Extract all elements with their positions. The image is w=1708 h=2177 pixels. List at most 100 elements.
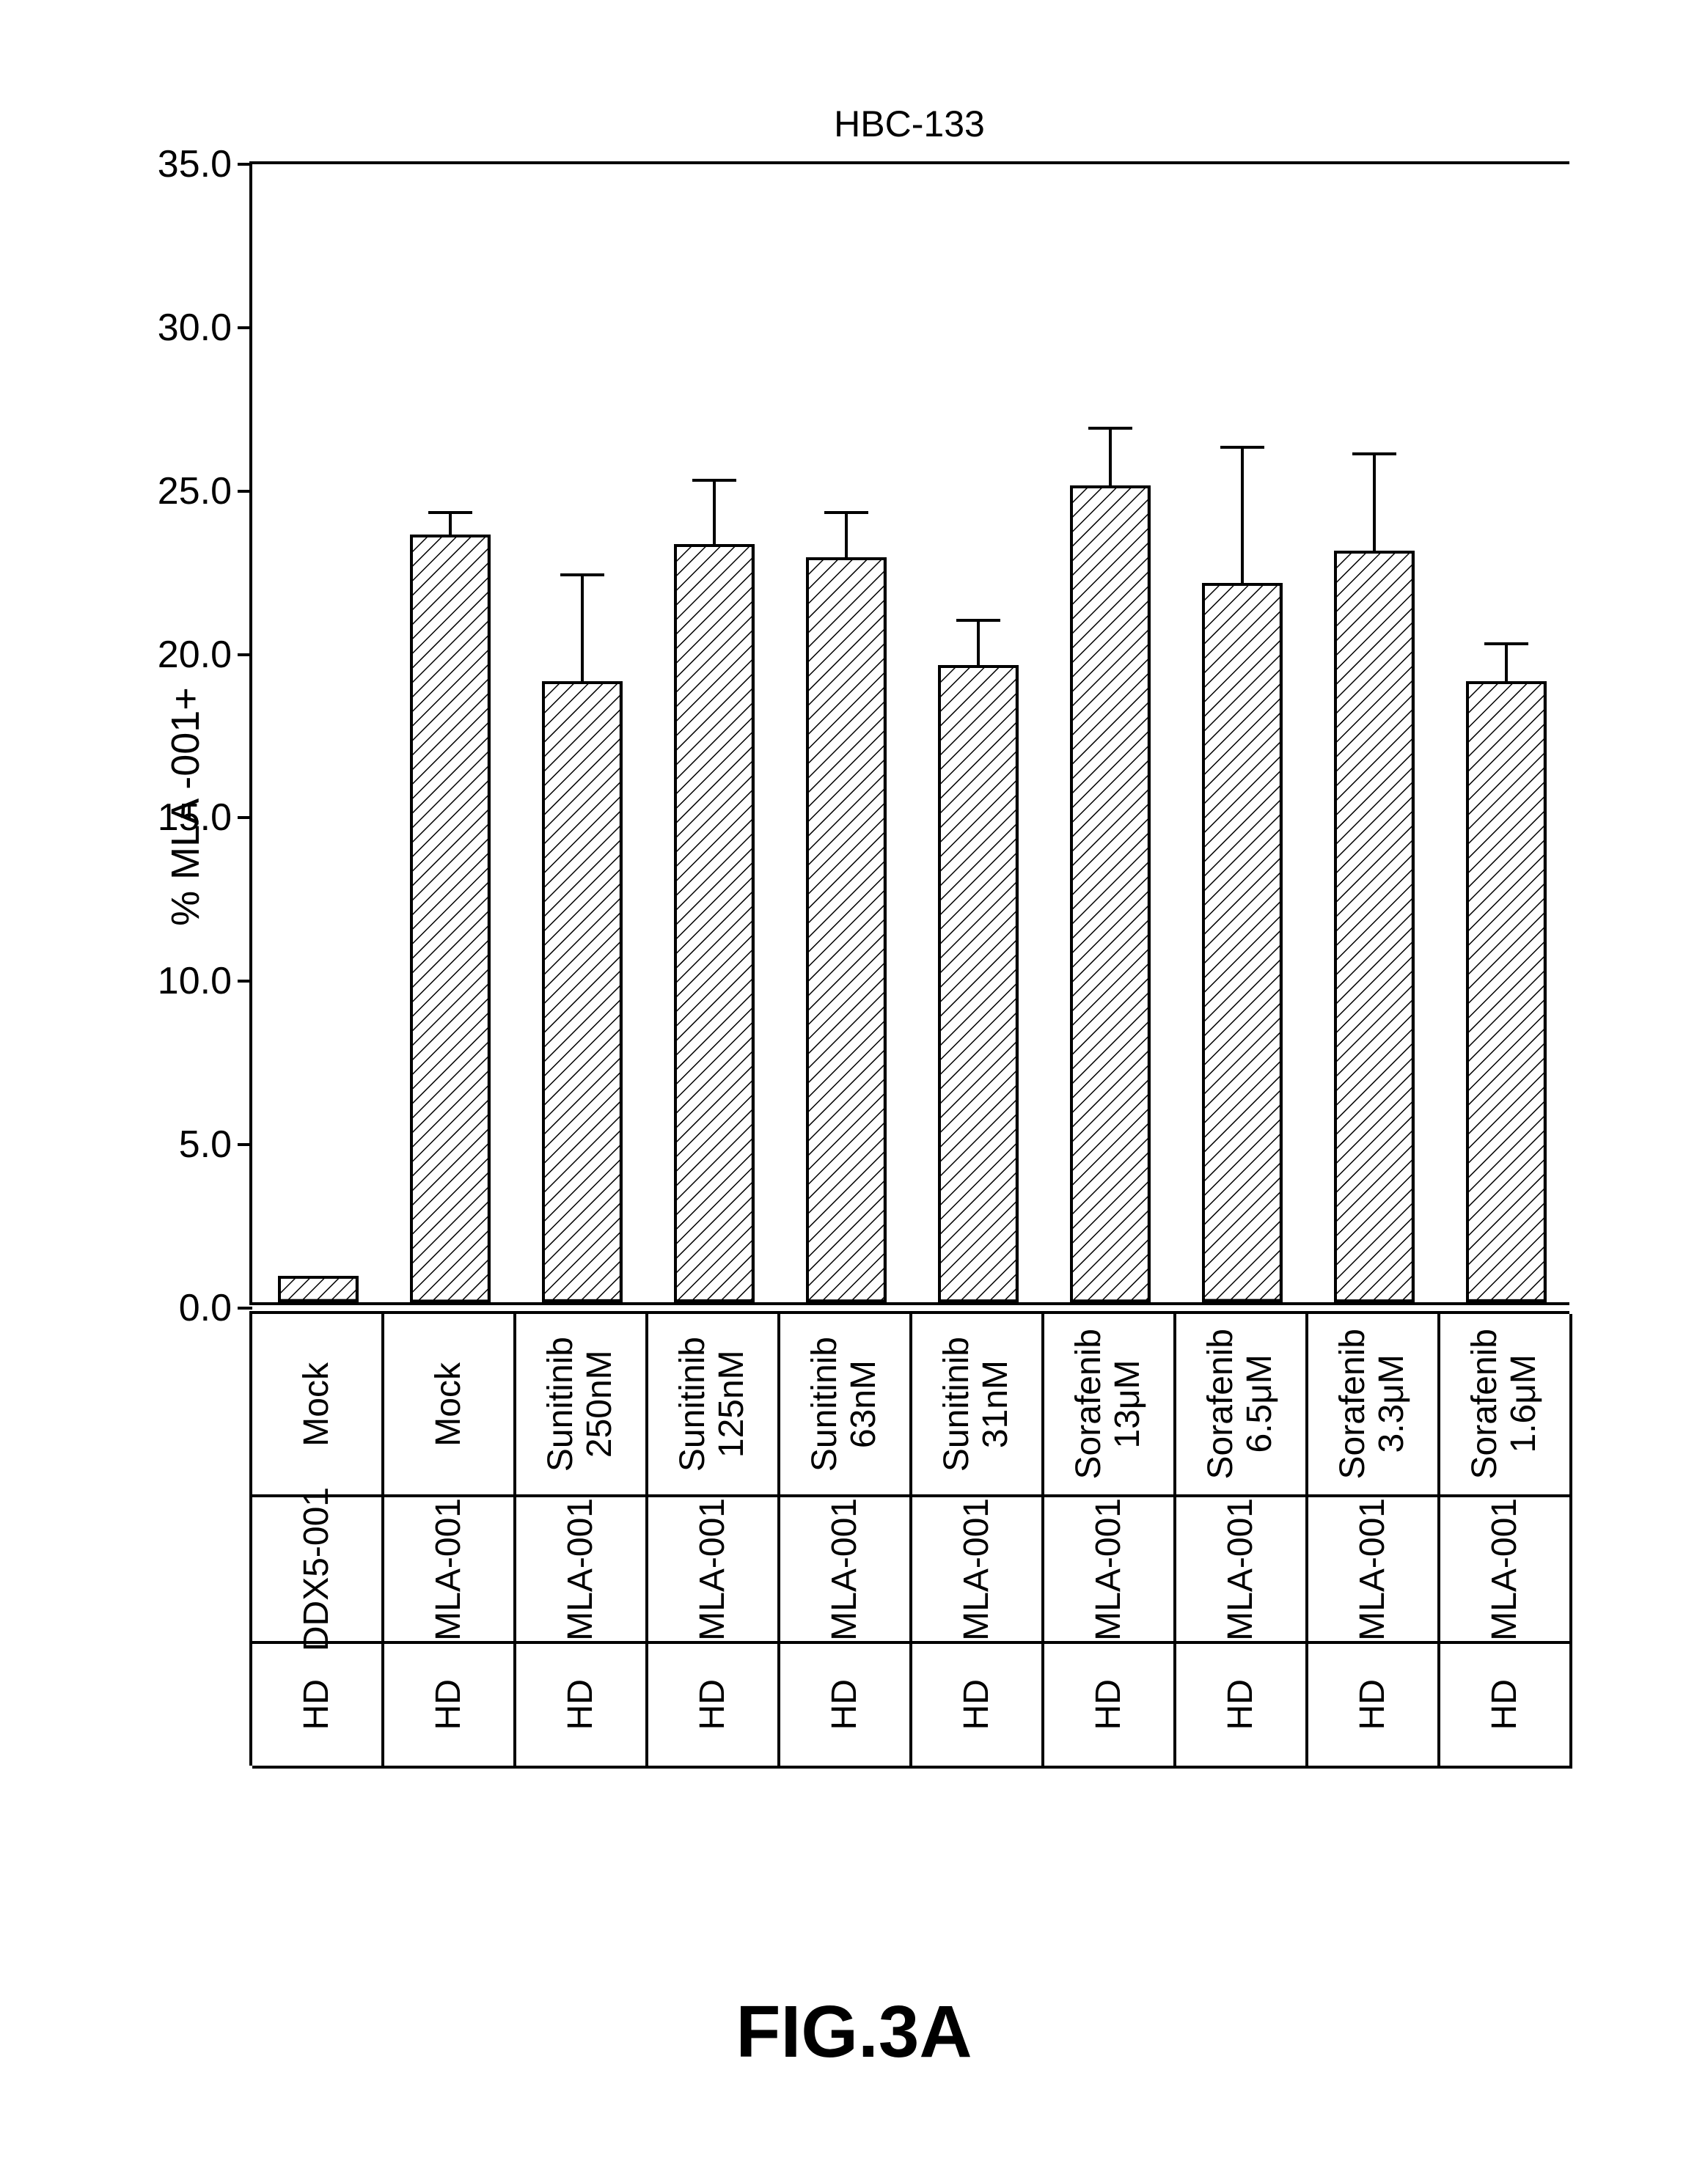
y-tick-label: 5.0 [179, 1123, 232, 1167]
y-tick-label: 10.0 [158, 959, 232, 1003]
x-cell-label: MLA-001 [430, 1498, 469, 1641]
x-cell-label: Mock [430, 1362, 469, 1447]
y-tick [238, 163, 252, 166]
x-cell: Sorafenib 13μM [1044, 1314, 1173, 1497]
x-column: Sorafenib 6.5μM MLA-001 HD [1176, 1314, 1308, 1769]
chart-region: % MLA -001+ HBC-133 0.05.010.015.020.025… [103, 117, 1606, 1496]
x-cell-label: MLA-001 [958, 1498, 997, 1641]
x-cell: MLA-001 [1176, 1497, 1305, 1644]
x-column: MockDDX5-001 HD [252, 1314, 384, 1769]
x-label-boxes: MockDDX5-001HDMockMLA-001HDSunitinib 250… [249, 1311, 1569, 1766]
x-cell-label: Sunitinib 31nM [938, 1337, 1016, 1472]
x-cell-label: Sorafenib 6.5μM [1202, 1329, 1280, 1479]
x-cell-label: HD [1354, 1679, 1393, 1730]
error-bar [428, 511, 472, 534]
x-cell-label: Sunitinib 125nM [674, 1337, 752, 1472]
x-cell-label: HD [430, 1679, 469, 1730]
error-bar [1352, 452, 1396, 551]
bar [542, 681, 623, 1302]
y-tick [238, 816, 252, 819]
error-bar [1484, 642, 1528, 681]
x-cell-label: MLA-001 [1222, 1498, 1261, 1641]
x-cell: Sorafenib 6.5μM [1176, 1314, 1305, 1497]
y-tick-label: 25.0 [158, 469, 232, 513]
x-column: Sunitinib 250nM MLA-001 HD [516, 1314, 648, 1769]
x-cell: MLA-001 [516, 1497, 645, 1644]
x-cell-label: HD [958, 1679, 997, 1730]
y-tick [238, 1143, 252, 1146]
plot-area: HBC-133 0.05.010.015.020.025.030.035.0 [249, 117, 1569, 1496]
x-cell: Sorafenib 1.6μM [1440, 1314, 1569, 1497]
x-cell-label: MLA-001 [1354, 1498, 1393, 1641]
x-cell: Mock [252, 1314, 381, 1497]
y-tick [238, 326, 252, 329]
x-cell: MLA-001 [1440, 1497, 1569, 1644]
x-cell-label: HD [562, 1679, 601, 1730]
x-cell: HD [780, 1644, 909, 1769]
x-cell: MLA-001 [1044, 1497, 1173, 1644]
x-cell: HD [1440, 1644, 1569, 1769]
y-tick [238, 490, 252, 493]
x-cell: Mock [384, 1314, 513, 1497]
x-cell: DDX5-001 [252, 1497, 381, 1644]
x-cell: MLA-001 [780, 1497, 909, 1644]
x-cell: HD [1044, 1644, 1173, 1769]
y-tick [238, 980, 252, 983]
axes-box: 0.05.010.015.020.025.030.035.0 [249, 161, 1569, 1305]
x-cell: MLA-001 [648, 1497, 777, 1644]
x-cell-label: HD [1090, 1679, 1129, 1730]
x-cell-label: Sunitinib 63nM [806, 1337, 884, 1472]
error-bar [956, 619, 1000, 664]
bar [1466, 681, 1547, 1302]
x-cell: HD [252, 1644, 381, 1769]
x-column: Sorafenib 13μMMLA-001 HD [1044, 1314, 1176, 1769]
x-cell-label: HD [826, 1679, 865, 1730]
x-cell: HD [516, 1644, 645, 1769]
y-tick [238, 1307, 252, 1310]
y-tick-label: 0.0 [179, 1286, 232, 1330]
x-cell-label: Sorafenib 1.6μM [1466, 1329, 1544, 1479]
x-cell-label: HD [298, 1679, 337, 1730]
x-cell-label: Sorafenib 3.3μM [1334, 1329, 1412, 1479]
x-cell-label: HD [1222, 1679, 1261, 1730]
bar [278, 1276, 359, 1302]
bar [1334, 551, 1415, 1302]
x-cell-label: HD [694, 1679, 733, 1730]
bar [1070, 485, 1151, 1302]
chart-title: HBC-133 [834, 103, 985, 145]
y-tick-label: 20.0 [158, 633, 232, 677]
x-column: Sorafenib 3.3μM MLA-001 HD [1308, 1314, 1440, 1769]
x-cell-label: MLA-001 [1090, 1498, 1129, 1641]
x-cell: Sunitinib 250nM [516, 1314, 645, 1497]
x-cell: HD [1176, 1644, 1305, 1769]
x-cell: HD [648, 1644, 777, 1769]
x-cell: HD [1308, 1644, 1437, 1769]
x-cell: MLA-001 [1308, 1497, 1437, 1644]
error-bar [1220, 446, 1264, 583]
bar [674, 544, 755, 1302]
bars-container [252, 164, 1569, 1302]
x-cell-label: MLA-001 [826, 1498, 865, 1641]
x-cell-label: HD [1486, 1679, 1525, 1730]
x-cell: MLA-001 [384, 1497, 513, 1644]
y-tick [238, 653, 252, 656]
x-cell-label: MLA-001 [1486, 1498, 1525, 1641]
bar [410, 535, 491, 1302]
x-cell: Sorafenib 3.3μM [1308, 1314, 1437, 1497]
x-cell-label: DDX5-001 [298, 1487, 337, 1651]
x-cell: MLA-001 [912, 1497, 1041, 1644]
error-bar [692, 479, 736, 544]
x-cell-label: Sunitinib 250nM [542, 1337, 620, 1472]
error-bar [824, 511, 868, 557]
x-column: Sorafenib 1.6μM MLA-001 HD [1440, 1314, 1572, 1769]
bar [938, 665, 1019, 1302]
y-tick-label: 15.0 [158, 796, 232, 840]
x-cell: Sunitinib 125nM [648, 1314, 777, 1497]
x-column: Sunitinib 125nM MLA-001 HD [648, 1314, 780, 1769]
bar [806, 557, 887, 1302]
x-cell-label: MLA-001 [694, 1498, 733, 1641]
x-cell: Sunitinib 63nM [780, 1314, 909, 1497]
error-bar [560, 573, 604, 681]
bar [1202, 583, 1283, 1302]
x-cell-label: MLA-001 [562, 1498, 601, 1641]
